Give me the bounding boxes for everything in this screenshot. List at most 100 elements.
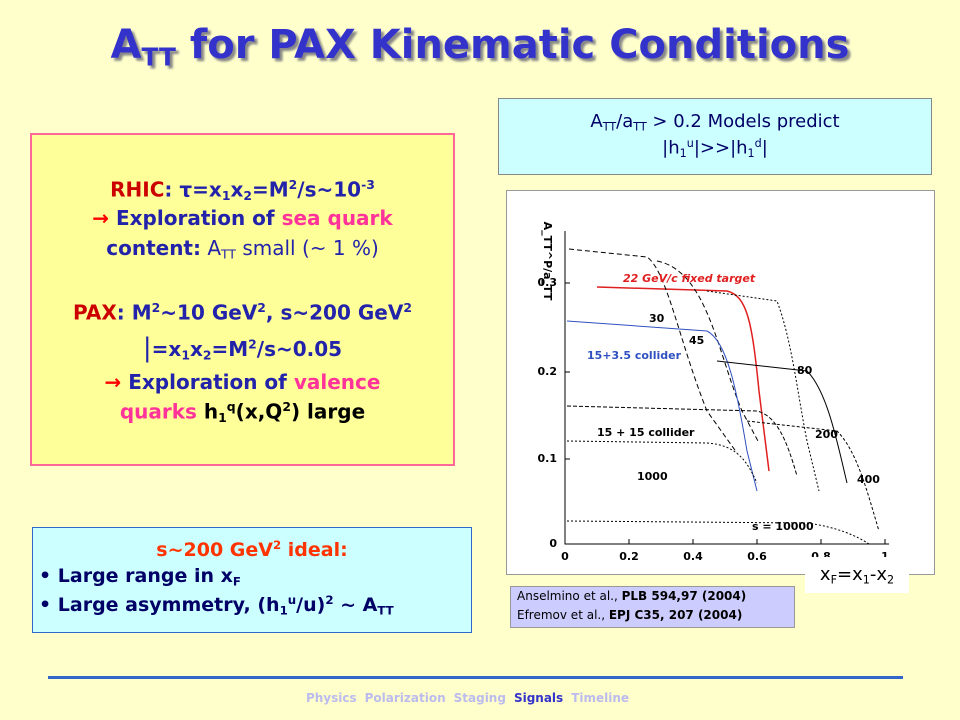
y-tick-label: 0.2 — [538, 365, 558, 378]
text: =x — [151, 337, 182, 361]
x-tick-label: 0 — [561, 550, 569, 563]
y-tick-label: 0.3 — [538, 276, 558, 289]
text: x — [819, 564, 831, 585]
ideal-heading: s~200 GeV2 ideal: — [33, 538, 471, 561]
x-tick-label: 0.2 — [619, 550, 639, 563]
curve — [566, 440, 758, 484]
nav-link[interactable]: Polarization — [364, 691, 446, 705]
text: TT — [633, 120, 647, 134]
nav-link[interactable]: Signals — [513, 691, 564, 705]
curve — [566, 405, 798, 477]
text: 2 — [272, 538, 282, 552]
text: 1 — [181, 347, 190, 363]
text: ~ A — [333, 593, 378, 616]
text: content: — [106, 236, 201, 260]
text: =M — [211, 337, 249, 361]
text: Exploration of — [121, 370, 294, 394]
text: /a — [616, 111, 634, 132]
text: 2 — [257, 300, 266, 315]
plot-ticks — [565, 282, 886, 544]
kinematics-box: RHIC: τ=x1x2=M2/s~10-3 → Exploration of … — [30, 133, 455, 466]
arrow: → — [104, 370, 122, 394]
text: x — [230, 177, 244, 202]
text: PAX — [73, 300, 117, 325]
text: EPJ C35, 207 (2004) — [608, 608, 743, 622]
text: q — [226, 399, 236, 414]
text: 2 — [243, 188, 252, 204]
text: ideal: — [281, 539, 348, 562]
text: 1 — [747, 147, 755, 161]
text: RHIC — [110, 177, 165, 202]
pax-quarks-line: quarks h1q(x,Q2) large — [32, 399, 453, 425]
title-text: A — [110, 22, 142, 68]
text: 2 — [151, 300, 161, 315]
pax-tau-line: |=x1x2=M2/s~0.05 — [32, 333, 453, 363]
text: | — [761, 138, 768, 160]
text: d — [754, 137, 762, 151]
text: /u) — [296, 593, 326, 616]
text: TT — [602, 120, 617, 134]
curve — [566, 520, 870, 545]
x-tick-label: 0.4 — [683, 550, 703, 563]
text: 1 — [679, 147, 687, 161]
curve-label: 200 — [815, 428, 838, 441]
text: 2 — [248, 336, 257, 352]
text: , s~200 GeV — [265, 300, 404, 325]
models-line: |h1u|>>|h1d| — [499, 137, 931, 160]
divider — [48, 676, 903, 679]
slide-title: ATT for PAX Kinematic Conditions — [0, 22, 960, 71]
text: | — [142, 333, 152, 363]
xf-label: xF=x1-x2 — [805, 557, 909, 593]
models-box: ATT/aTT > 0.2 Models predict |h1u|>>|h1d… — [498, 98, 932, 175]
text: 1 — [218, 410, 227, 426]
text: Large asymmetry, (h — [57, 593, 280, 616]
text: 2 — [886, 573, 895, 587]
text: A — [201, 236, 222, 260]
citation: Efremov et al., EPJ C35, 207 (2004) — [517, 606, 794, 625]
text: (x,Q — [235, 399, 283, 424]
curve-label: 15 + 15 collider — [597, 426, 695, 439]
text: ~10 GeV — [160, 300, 258, 325]
text: : M — [116, 300, 152, 325]
text: =x — [836, 564, 863, 585]
nav-link[interactable]: Staging — [453, 691, 506, 705]
text: small (~ 1 %) — [235, 236, 379, 260]
curve — [566, 320, 758, 492]
text: > 0.2 Models predict — [646, 111, 840, 132]
text: /s~0.05 — [256, 337, 343, 361]
arrow: → — [92, 206, 110, 230]
curve — [596, 286, 770, 472]
text: -x — [869, 564, 887, 585]
text: /s~10 — [297, 177, 362, 202]
navigation: Physics Polarization Staging Signals Timelin… — [0, 691, 935, 705]
rhic-line: RHIC: τ=x1x2=M2/s~10-3 — [32, 177, 453, 203]
curve-label: 30 — [649, 312, 665, 325]
pax-line: PAX: M2~10 GeV2, s~200 GeV2 — [32, 300, 453, 324]
text: valence — [293, 370, 381, 394]
text: F — [830, 573, 837, 587]
pax-arrow-line: → Exploration of valence — [32, 370, 453, 394]
title-text: for PAX Kinematic Conditions — [175, 22, 850, 68]
text: s~200 GeV — [156, 539, 273, 562]
y-axis-label: A_TT^P/a_TT — [541, 222, 554, 301]
nav-link[interactable]: Physics — [305, 691, 357, 705]
curve-label: 45 — [689, 334, 704, 347]
plot: A_TT^P/a_TT 0.3 0.2 0.1 0 0 0.2 0.4 0.6 … — [538, 222, 889, 563]
text: 1 — [862, 573, 870, 587]
text: 2 — [403, 300, 412, 315]
nav-link[interactable]: Timeline — [571, 691, 630, 705]
plot-axes — [564, 231, 889, 545]
models-line: ATT/aTT > 0.2 Models predict — [499, 111, 931, 133]
text: -3 — [361, 177, 375, 192]
text: =M — [251, 177, 289, 202]
text: h — [196, 399, 219, 424]
citation: Anselmino et al., PLB 594,97 (2004) — [517, 587, 794, 606]
text: Efremov et al., — [517, 608, 609, 622]
text: F — [232, 574, 241, 589]
text: PLB 594,97 (2004) — [621, 589, 747, 603]
text: TT — [377, 603, 394, 618]
ideal-box: s~200 GeV2 ideal: • Large range in xF • … — [32, 527, 472, 633]
curve — [706, 290, 820, 492]
text: sea quark — [281, 206, 393, 230]
